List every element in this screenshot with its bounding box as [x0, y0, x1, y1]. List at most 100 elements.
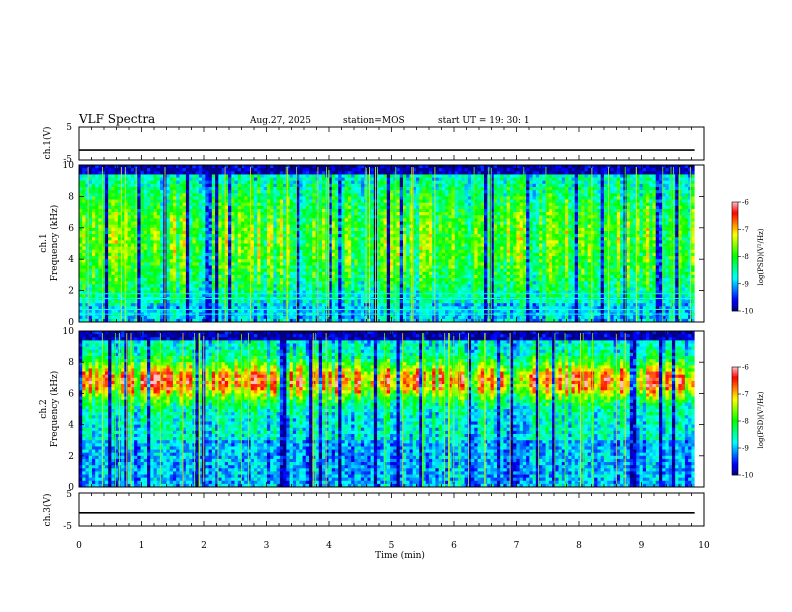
ch1-spectrogram-cell — [387, 225, 391, 229]
ch1-spectrogram-cell — [95, 240, 99, 244]
ch1-spectrogram-cell — [166, 250, 170, 254]
ch1-spectrogram-cell — [105, 168, 109, 172]
ch1-spectrogram-cell — [154, 247, 158, 251]
ch1-spectrogram-cell — [179, 215, 183, 219]
ch1-spectrogram-cell — [209, 278, 213, 282]
ch1-spectrogram-cell — [147, 294, 151, 298]
ch1-spectrogram-cell — [241, 265, 245, 269]
ch1-spectrogram-cell — [260, 272, 264, 276]
ch1-spectrogram-cell — [215, 200, 219, 204]
ch1-spectrogram-cell — [290, 284, 294, 288]
ch1-spectrogram-cell — [345, 303, 349, 307]
ch1-spectrogram-cell — [141, 262, 145, 266]
ch1-spectrogram-cell — [147, 303, 151, 307]
ch1-spectrogram-cell — [286, 200, 290, 204]
ch1-spectrogram-cell — [209, 222, 213, 226]
ch1-spectrogram-cell — [277, 244, 281, 248]
ch1-spectrogram-cell — [387, 218, 391, 222]
ch1-spectrogram-cell — [141, 203, 145, 207]
ch1-spectrogram-cell — [316, 284, 320, 288]
ch1-spectrogram-cell — [345, 272, 349, 276]
ch1-spectrogram-cell — [273, 269, 277, 273]
ch1-spectrogram-cell — [319, 234, 323, 238]
ch1-spectrogram-cell — [202, 287, 206, 291]
ch1-spectrogram-cell — [319, 218, 323, 222]
ch1-spectrogram-cell — [235, 225, 239, 229]
ch1-spectrogram-cell — [92, 225, 96, 229]
ch1-spectrogram-cell — [157, 231, 161, 235]
ch1-spectrogram-cell — [215, 281, 219, 285]
ch1-spectrogram-cell — [95, 272, 99, 276]
ch1-spectrogram-cell — [196, 294, 200, 298]
ch1-spectrogram-cell — [267, 253, 271, 257]
ch1-spectrogram-cell — [316, 275, 320, 279]
ch1-spectrogram-cell — [183, 275, 187, 279]
ch1-spectrogram-cell — [371, 287, 375, 291]
ch1-spectrogram-cell — [290, 287, 294, 291]
ch1-spectrogram-cell — [280, 178, 284, 182]
ch1-spectrogram-cell — [205, 225, 209, 229]
ch1-spectrogram-cell — [108, 278, 112, 282]
ch1-spectrogram-cell — [79, 168, 83, 172]
ch1-spectrogram-cell — [286, 265, 290, 269]
ch1-spectrogram-cell — [244, 190, 248, 194]
ch1-spectrogram-cell — [338, 209, 342, 213]
ch1-spectrogram-cell — [260, 244, 264, 248]
ch1-spectrogram-cell — [105, 269, 109, 273]
ch1-spectrogram-cell — [325, 272, 329, 276]
ch1-spectrogram-cell — [189, 165, 193, 169]
ch1-spectrogram-cell — [218, 284, 222, 288]
ch1-spectrogram-cell — [338, 300, 342, 304]
ch1-spectrogram-cell — [241, 184, 245, 188]
ch1-spectrogram-cell — [306, 212, 310, 216]
ch1-spectrogram-cell — [215, 222, 219, 226]
ch1-spectrogram-cell — [192, 256, 196, 260]
ch1-spectrogram-cell — [141, 250, 145, 254]
ch1-spectrogram-cell — [131, 206, 135, 210]
ch1-spectrogram-cell — [179, 253, 183, 257]
ch1-spectrogram-cell — [384, 193, 388, 197]
ch1-spectrogram-cell — [280, 187, 284, 191]
ch1-spectrogram-cell — [264, 209, 268, 213]
ch1-spectrogram-cell — [254, 278, 258, 282]
ch1-spectrogram-cell — [332, 303, 336, 307]
ch1-spectrogram-cell — [238, 316, 242, 320]
ch1-spectrogram-cell — [108, 178, 112, 182]
ch1-spectrogram-cell — [309, 265, 313, 269]
ch1-spectrogram-cell — [154, 174, 158, 178]
ch1-spectrogram-cell — [306, 228, 310, 232]
ch1-spectrogram-cell — [128, 215, 132, 219]
ch1-spectrogram-cell — [199, 225, 203, 229]
ch1-spectrogram-cell — [128, 209, 132, 213]
ch1-spectrogram-cell — [202, 250, 206, 254]
ch1-spectrogram-cell — [358, 287, 362, 291]
ch1-spectrogram-cell — [205, 178, 209, 182]
ch1-spectrogram-cell — [183, 294, 187, 298]
ch1-spectrogram-cell — [277, 222, 281, 226]
ch1-spectrogram-cell — [228, 284, 232, 288]
ch1-spectrogram-cell — [98, 281, 102, 285]
ch1-spectrogram-cell — [299, 272, 303, 276]
ch1-spectrogram-cell — [338, 278, 342, 282]
ch1-spectrogram-cell — [335, 181, 339, 185]
ch1-spectrogram-cell — [325, 300, 329, 304]
ch1-spectrogram-cell — [79, 165, 83, 169]
ch1-spectrogram-cell — [361, 303, 365, 307]
ch1-spectrogram-cell — [176, 181, 180, 185]
ch1-spectrogram-cell — [183, 303, 187, 307]
ch1-spectrogram-cell — [371, 240, 375, 244]
ch1-spectrogram-cell — [205, 234, 209, 238]
ch1-spectrogram-cell — [157, 178, 161, 182]
ch1-spectrogram-cell — [238, 215, 242, 219]
ch1-spectrogram-cell — [183, 269, 187, 273]
ch1-spectrogram-cell — [166, 284, 170, 288]
ch1-spectrogram-cell — [212, 253, 216, 257]
ch1-spectrogram-cell — [215, 209, 219, 213]
ch1-spectrogram-cell — [354, 259, 358, 263]
ch1-spectrogram-cell — [196, 168, 200, 172]
ch1-spectrogram-cell — [92, 247, 96, 251]
ch1-spectrogram-cell — [150, 184, 154, 188]
ch1-spectrogram-cell — [257, 247, 261, 251]
ch1-spectrogram-cell — [325, 256, 329, 260]
ch1-spectrogram-cell — [286, 300, 290, 304]
